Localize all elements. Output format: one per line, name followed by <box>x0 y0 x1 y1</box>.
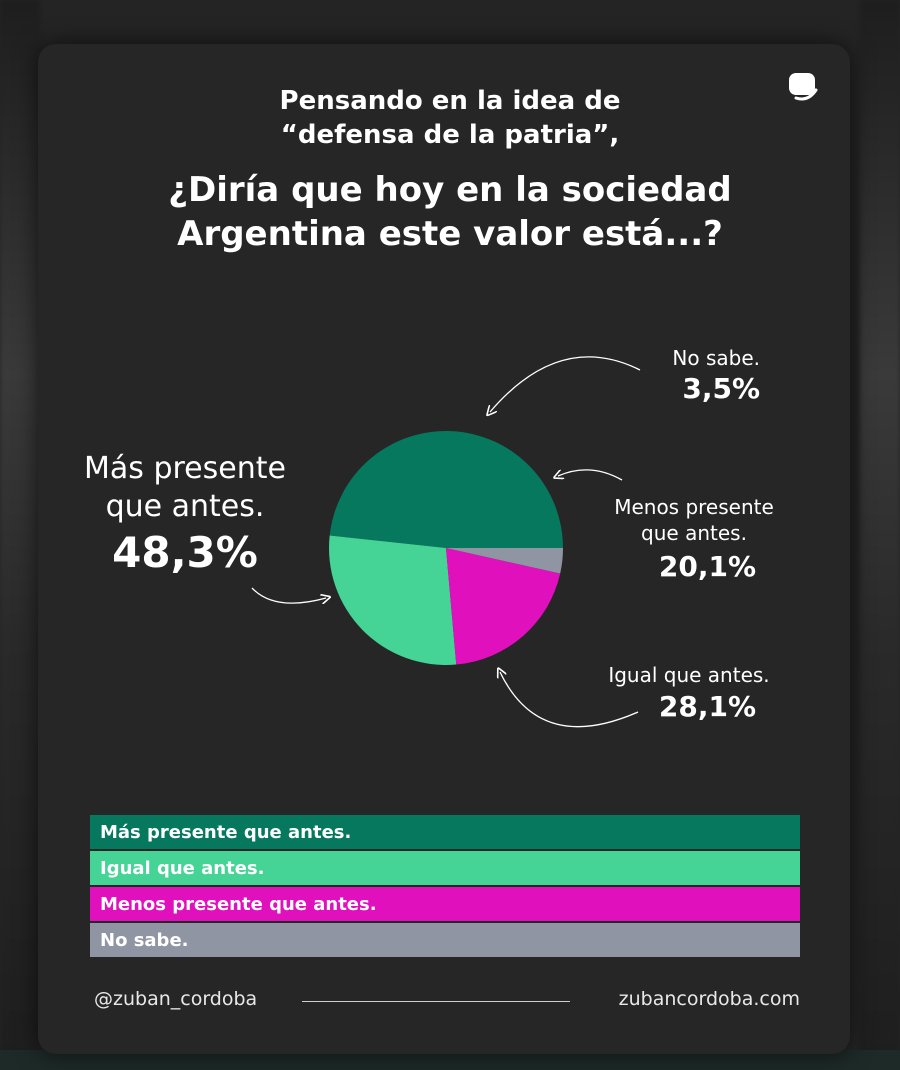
legend-item-mas-presente: Más presente que antes. <box>90 815 800 849</box>
annotation-arrows <box>251 356 641 728</box>
value-menos-presente: 20,1% <box>658 550 756 583</box>
arrow-igual <box>500 672 639 728</box>
label-no-sabe: No sabe. 3,5% <box>600 345 760 407</box>
title-line-2: “defensa de la patria”, <box>280 120 620 150</box>
pie-slices <box>329 430 563 665</box>
chart-legend: Más presente que antes. Igual que antes.… <box>90 815 800 959</box>
title-line-4: Argentina este valor está...? <box>177 214 723 254</box>
label-menos-presente-line1: Menos presente <box>614 495 774 519</box>
speech-bubble-icon[interactable] <box>786 70 820 104</box>
background-bottom-strip <box>0 1050 900 1070</box>
legend-item-igual: Igual que antes. <box>90 851 800 885</box>
background-left-blur <box>0 0 40 1070</box>
footer-website[interactable]: zubancordoba.com <box>618 988 800 1010</box>
slice-mas-presente <box>329 430 563 548</box>
chart-title-question: ¿Diría que hoy en la sociedad Argentina … <box>120 168 780 256</box>
arrow-menos-presente <box>558 469 623 481</box>
legend-item-menos-presente: Menos presente que antes. <box>90 887 800 921</box>
slice-menos-presente <box>446 548 561 665</box>
slice-no-sabe <box>446 548 563 574</box>
label-igual-text: Igual que antes. <box>608 663 770 687</box>
label-menos-presente: Menos presente que antes. 20,1% <box>590 494 798 588</box>
chart-title-intro: Pensando en la idea de “defensa de la pa… <box>120 84 780 152</box>
background-right-blur <box>860 0 900 1070</box>
value-no-sabe: 3,5% <box>682 372 760 405</box>
label-mas-presente-line1: Más presente <box>84 451 286 486</box>
value-igual: 28,1% <box>658 690 756 723</box>
value-mas-presente: 48,3% <box>112 528 258 577</box>
arrow-mas-presente <box>251 587 326 603</box>
label-no-sabe-text: No sabe. <box>672 346 760 370</box>
footer-handle[interactable]: @zuban_cordoba <box>94 988 258 1010</box>
label-igual: Igual que antes. 28,1% <box>580 662 798 726</box>
label-mas-presente-line2: que antes. <box>105 489 265 524</box>
title-line-1: Pensando en la idea de <box>279 86 621 116</box>
footer-divider <box>302 1001 570 1002</box>
label-mas-presente: Más presente que antes. 48,3% <box>70 450 300 580</box>
legend-item-no-sabe: No sabe. <box>90 923 800 957</box>
label-menos-presente-line2: que antes. <box>641 521 747 545</box>
arrow-no-sabe <box>490 356 641 412</box>
title-line-3: ¿Diría que hoy en la sociedad <box>168 170 732 210</box>
slice-igual <box>329 535 457 665</box>
